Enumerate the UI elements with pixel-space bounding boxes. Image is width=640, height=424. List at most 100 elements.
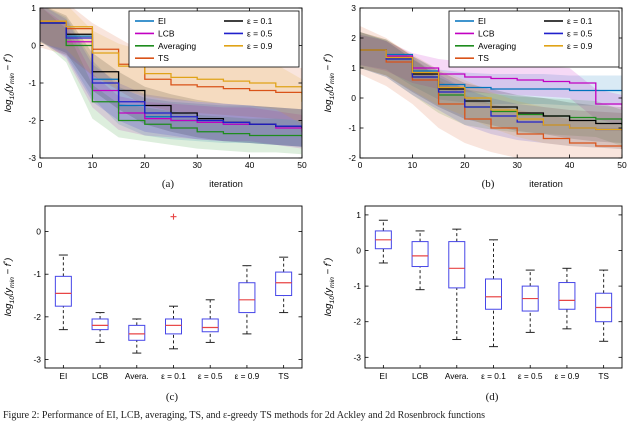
category-label: TS bbox=[278, 371, 289, 381]
x-tick-label: 30 bbox=[192, 160, 202, 170]
series-line bbox=[40, 20, 302, 102]
category-label: ε = 0.5 bbox=[198, 371, 223, 381]
y-tick-label: -3 bbox=[28, 153, 36, 163]
y-axis-label: log10(ymin − f*) bbox=[3, 54, 17, 113]
category-label: LCB bbox=[412, 371, 429, 381]
legend-label: TS bbox=[158, 53, 169, 63]
y-tick-label: 0 bbox=[31, 41, 36, 51]
axes-box bbox=[44, 205, 303, 369]
y-tick-label: 2 bbox=[351, 33, 356, 43]
legend-label: ε = 0.1 bbox=[567, 16, 593, 26]
x-tick-label: 20 bbox=[460, 160, 470, 170]
legend-label: TS bbox=[478, 53, 489, 63]
y-tick-label: -3 bbox=[353, 352, 361, 362]
confidence-band bbox=[360, 35, 622, 106]
box bbox=[54, 275, 72, 307]
subplot-b-line-chart: -2 -1 0 1 2 3 log10(ymin − f*) 0 10 20 30 40 50 EI LCB… bbox=[320, 0, 640, 176]
legend-label: ε = 0.5 bbox=[567, 28, 593, 38]
y-tick-label: -1 bbox=[33, 269, 41, 279]
y-tick-label: -1 bbox=[28, 78, 36, 88]
category-label: ε = 0.1 bbox=[481, 371, 506, 381]
y-tick-label: 3 bbox=[351, 3, 356, 13]
category-label: ε = 0.1 bbox=[161, 371, 186, 381]
legend-box bbox=[448, 10, 620, 68]
confidence-band bbox=[40, 8, 302, 155]
confidence-band bbox=[40, 8, 302, 147]
sublabel-b: (b) bbox=[481, 178, 495, 190]
category-label: LCB bbox=[92, 371, 109, 381]
confidence-band bbox=[40, 8, 302, 147]
subplot-c-box-chart: -3 -2 -1 0 log10(ymin − f*) EI LCB Avera. ε = 0.… bbox=[0, 198, 320, 390]
xlabel-iteration-a: iteration bbox=[209, 179, 243, 190]
x-tick-label: 40 bbox=[245, 160, 255, 170]
box bbox=[411, 241, 429, 268]
confidence-band bbox=[360, 32, 622, 149]
sublabel-a: (a) bbox=[161, 178, 175, 190]
legend-label: EI bbox=[158, 16, 166, 26]
y-tick-label: -1 bbox=[348, 123, 356, 133]
x-tick-label: 30 bbox=[512, 160, 522, 170]
figure-caption: Figure 2: Performance of EI, LCB, averag… bbox=[3, 410, 486, 421]
confidence-band bbox=[360, 32, 622, 143]
x-tick-label: 50 bbox=[297, 160, 307, 170]
xlabel-iteration-b: iteration bbox=[529, 179, 563, 190]
category-label: ε = 0.9 bbox=[555, 371, 580, 381]
category-label: ε = 0.9 bbox=[235, 371, 260, 381]
x-tick-label: 40 bbox=[565, 160, 575, 170]
sublabel-c: (c) bbox=[165, 391, 179, 403]
box bbox=[448, 241, 466, 289]
y-tick-label: 1 bbox=[351, 63, 356, 73]
x-tick-label: 50 bbox=[617, 160, 627, 170]
y-tick-label: 0 bbox=[356, 246, 361, 256]
confidence-band bbox=[40, 8, 302, 149]
legend-label: LCB bbox=[158, 28, 175, 38]
subplot-d-box-chart: -3 -2 -1 0 1 log10(ymin − f*) EI LCB Avera. ε = 0… bbox=[320, 198, 640, 390]
subplot-a-line-chart: -3 -2 -1 0 1 log10(ymin − f*) 0 10 20 30 40 50 EI LCB… bbox=[0, 0, 320, 176]
category-label: EI bbox=[59, 371, 67, 381]
confidence-band bbox=[360, 32, 622, 149]
y-tick-label: 1 bbox=[356, 210, 361, 220]
legend-label: LCB bbox=[478, 28, 495, 38]
y-tick-label: 0 bbox=[36, 227, 41, 237]
box bbox=[275, 271, 293, 297]
box bbox=[485, 278, 502, 310]
legend-box bbox=[128, 10, 300, 68]
category-label: Avera. bbox=[125, 371, 149, 381]
x-tick-label: 0 bbox=[358, 160, 363, 170]
box bbox=[201, 318, 219, 333]
legend-label: EI bbox=[478, 16, 486, 26]
series-line bbox=[360, 49, 622, 131]
confidence-band bbox=[40, 8, 302, 147]
x-tick-label: 10 bbox=[408, 160, 418, 170]
box bbox=[165, 318, 182, 335]
y-tick-label: -2 bbox=[348, 153, 356, 163]
box bbox=[91, 318, 109, 331]
y-tick-label: -3 bbox=[33, 354, 41, 364]
box bbox=[558, 282, 576, 310]
axes-box bbox=[359, 7, 623, 159]
legend-label: ε = 0.5 bbox=[247, 28, 273, 38]
category-label: ε = 0.5 bbox=[518, 371, 543, 381]
y-axis-label: log10(ymin − f*) bbox=[3, 258, 17, 317]
line-chart-a: -3 -2 -1 0 1 log10(ymin − f*) 0 10 20 30 40 50 EI LCB… bbox=[3, 3, 307, 170]
box-chart-c: -3 -2 -1 0 log10(ymin − f*) EI LCB Avera. ε = 0.… bbox=[3, 205, 303, 381]
y-tick-label: -1 bbox=[353, 281, 361, 291]
y-tick-label: -2 bbox=[33, 312, 41, 322]
y-axis-label: log10(ymin − f*) bbox=[323, 54, 337, 113]
confidence-band bbox=[360, 35, 622, 125]
sublabel-d: (d) bbox=[485, 391, 499, 403]
box bbox=[238, 282, 256, 314]
y-tick-label: -2 bbox=[353, 317, 361, 327]
legend-label: Averaging bbox=[158, 41, 196, 51]
box-chart-d: -3 -2 -1 0 1 log10(ymin − f*) EI LCB Avera. ε = 0… bbox=[323, 205, 623, 381]
x-tick-label: 0 bbox=[38, 160, 43, 170]
category-label: EI bbox=[379, 371, 387, 381]
y-tick-label: -2 bbox=[28, 116, 36, 126]
legend-label: ε = 0.9 bbox=[247, 41, 273, 51]
category-label: TS bbox=[598, 371, 609, 381]
y-tick-label: 1 bbox=[31, 3, 36, 13]
x-tick-label: 10 bbox=[88, 160, 98, 170]
confidence-band bbox=[360, 32, 622, 146]
category-label: Avera. bbox=[445, 371, 469, 381]
